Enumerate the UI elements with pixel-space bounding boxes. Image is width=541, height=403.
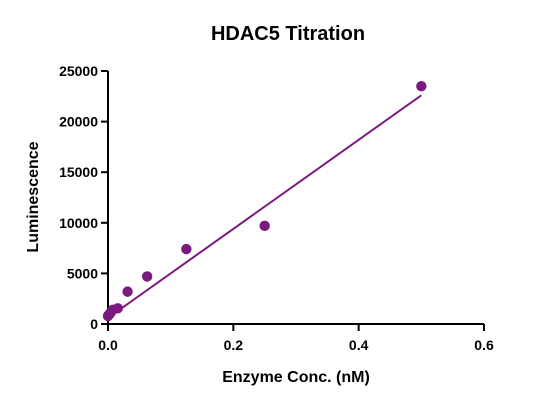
- x-axis-ticks: 0.0 0.2 0.4 0.6: [98, 324, 494, 353]
- axes: [107, 71, 484, 325]
- y-tick-label: 10000: [59, 215, 98, 231]
- x-tick-label: 0.2: [224, 337, 244, 353]
- data-point: [141, 271, 153, 282]
- y-tick-label: 0: [90, 316, 98, 332]
- data-points: [102, 80, 427, 322]
- fit-line-layer: [107, 94, 422, 319]
- y-tick-label: 20000: [59, 114, 98, 130]
- data-point: [259, 220, 270, 232]
- fit-line: [107, 94, 422, 319]
- y-tick-label: 5000: [67, 265, 98, 281]
- x-tick-label: 0.0: [98, 337, 118, 353]
- x-tick-label: 0.4: [349, 337, 369, 353]
- y-tick-label: 15000: [59, 164, 98, 180]
- y-axis-label: Luminescence: [25, 141, 42, 252]
- data-point: [181, 243, 192, 255]
- data-point: [416, 80, 427, 92]
- y-tick-label: 25000: [59, 63, 98, 79]
- y-axis-ticks: 0 5000 10000 15000 20000 25000: [59, 63, 108, 332]
- x-axis-label: Enzyme Conc. (nM): [222, 369, 370, 386]
- data-point: [112, 303, 123, 314]
- x-tick-label: 0.6: [474, 337, 494, 353]
- chart-title: HDAC5 Titration: [211, 23, 365, 45]
- data-point: [122, 286, 133, 297]
